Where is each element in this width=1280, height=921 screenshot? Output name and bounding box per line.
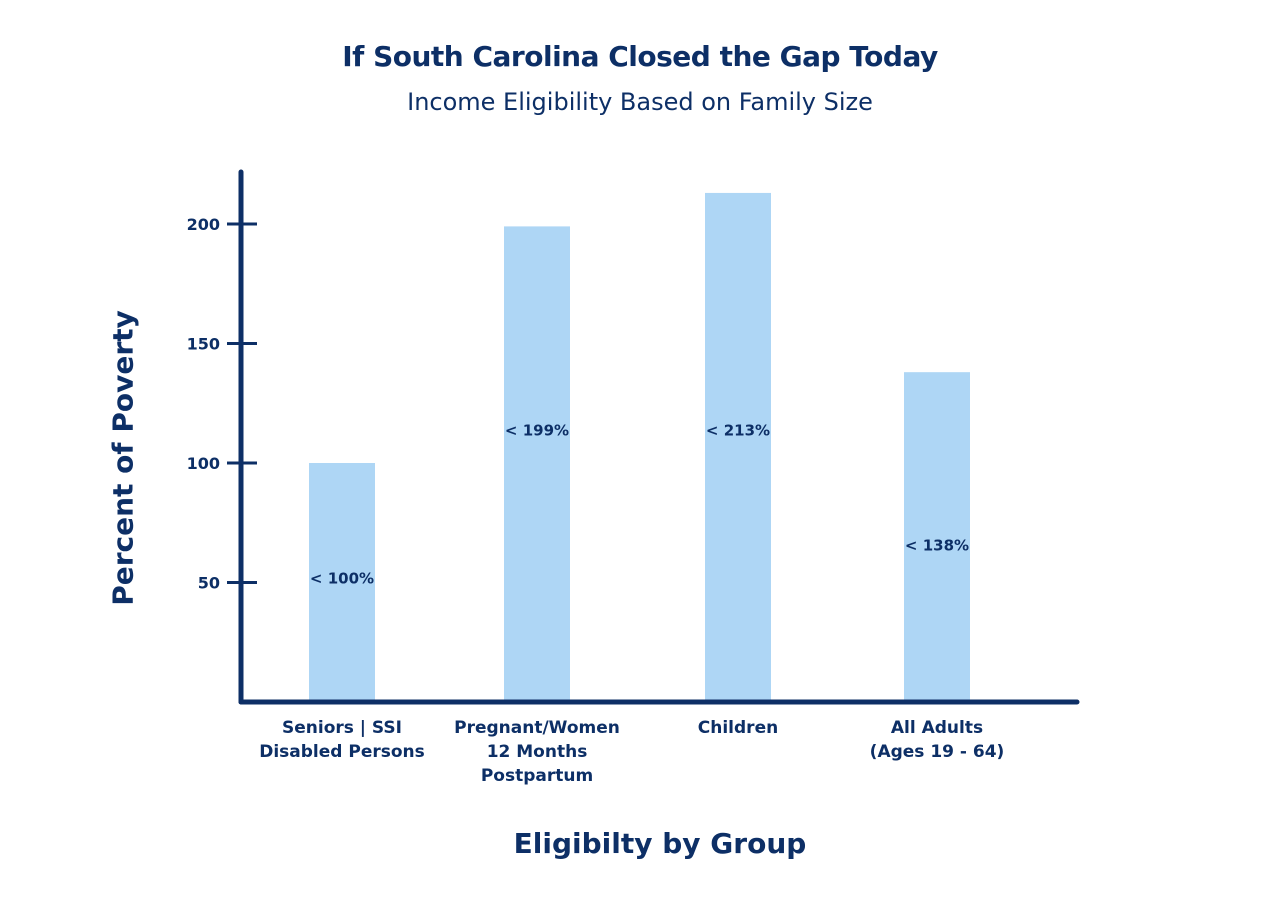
y-axis-label: Percent of Poverty bbox=[106, 310, 140, 606]
chart-title: If South Carolina Closed the Gap Today bbox=[342, 40, 938, 73]
bar bbox=[904, 372, 970, 702]
x-tick-label-line: All Adults bbox=[891, 718, 983, 738]
data-label: < 199% bbox=[505, 422, 569, 440]
x-tick-label-line: (Ages 19 - 64) bbox=[870, 742, 1005, 762]
y-tick-label: 50 bbox=[198, 574, 220, 593]
x-tick-label-line: Pregnant/Women bbox=[454, 718, 620, 738]
x-axis-label: Eligibilty by Group bbox=[513, 827, 807, 860]
bar bbox=[309, 463, 375, 702]
x-tick-label-line: Postpartum bbox=[481, 766, 593, 786]
data-label: < 100% bbox=[310, 570, 374, 588]
data-label: < 213% bbox=[706, 422, 770, 440]
x-tick-label-line: Seniors | SSI bbox=[282, 718, 402, 738]
x-tick-label: Seniors | SSI Disabled Persons bbox=[259, 718, 425, 762]
x-tick-label-line: Children bbox=[698, 718, 778, 738]
bar bbox=[705, 192, 771, 702]
x-tick-label: All Adults (Ages 19 - 64) bbox=[870, 718, 1005, 762]
x-tick-label: Pregnant/Women 12 Months Postpartum bbox=[454, 718, 620, 786]
data-label: < 138% bbox=[905, 536, 969, 554]
x-tick-label-line: Disabled Persons bbox=[259, 742, 425, 762]
y-tick-label: 200 bbox=[187, 215, 220, 234]
chart-subtitle: Income Eligibility Based on Family Size bbox=[407, 88, 873, 116]
x-tick-label-line: 12 Months bbox=[487, 742, 588, 762]
y-tick-label: 100 bbox=[187, 454, 220, 473]
y-tick-label: 150 bbox=[187, 335, 220, 354]
x-tick-label: Children bbox=[698, 718, 778, 738]
bar bbox=[504, 226, 570, 702]
